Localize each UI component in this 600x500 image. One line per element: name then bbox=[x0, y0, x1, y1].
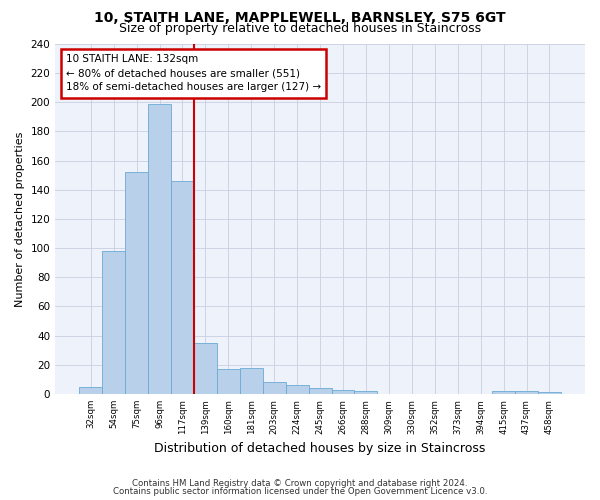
Bar bbox=[308, 388, 332, 394]
Text: Size of property relative to detached houses in Staincross: Size of property relative to detached ho… bbox=[119, 22, 481, 35]
Bar bbox=[102, 251, 125, 394]
Text: 10, STAITH LANE, MAPPLEWELL, BARNSLEY, S75 6GT: 10, STAITH LANE, MAPPLEWELL, BARNSLEY, S… bbox=[94, 11, 506, 25]
Bar bbox=[332, 390, 355, 394]
Bar bbox=[492, 391, 515, 394]
Text: Contains HM Land Registry data © Crown copyright and database right 2024.: Contains HM Land Registry data © Crown c… bbox=[132, 478, 468, 488]
Bar bbox=[125, 172, 148, 394]
Bar bbox=[263, 382, 286, 394]
Bar bbox=[240, 368, 263, 394]
Text: 10 STAITH LANE: 132sqm
← 80% of detached houses are smaller (551)
18% of semi-de: 10 STAITH LANE: 132sqm ← 80% of detached… bbox=[66, 54, 321, 92]
Bar bbox=[515, 391, 538, 394]
Bar bbox=[286, 385, 308, 394]
Bar bbox=[217, 369, 240, 394]
Bar bbox=[171, 181, 194, 394]
Text: Contains public sector information licensed under the Open Government Licence v3: Contains public sector information licen… bbox=[113, 487, 487, 496]
Y-axis label: Number of detached properties: Number of detached properties bbox=[15, 132, 25, 306]
Bar bbox=[194, 343, 217, 394]
Bar bbox=[148, 104, 171, 394]
X-axis label: Distribution of detached houses by size in Staincross: Distribution of detached houses by size … bbox=[154, 442, 486, 455]
Bar bbox=[79, 386, 102, 394]
Bar bbox=[355, 391, 377, 394]
Bar bbox=[538, 392, 561, 394]
